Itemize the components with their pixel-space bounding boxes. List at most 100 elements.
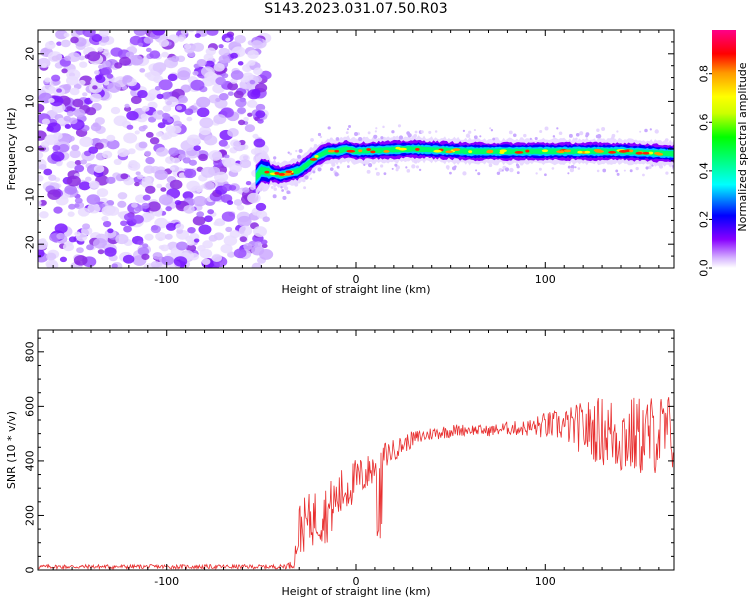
noise-blob bbox=[69, 149, 81, 159]
ridge-peak bbox=[499, 149, 507, 153]
noise-blob bbox=[141, 105, 150, 112]
noise-blob bbox=[123, 106, 132, 112]
ridge-speck bbox=[654, 129, 659, 134]
noise-blob bbox=[117, 148, 129, 158]
ridge-speck bbox=[501, 169, 504, 172]
ridge-speck bbox=[585, 134, 589, 138]
snr-xtick-label: 100 bbox=[535, 575, 556, 588]
noise-blob bbox=[144, 72, 152, 78]
noise-blob bbox=[149, 137, 160, 145]
noise-blob bbox=[167, 73, 178, 82]
noise-blob bbox=[150, 261, 161, 268]
noise-blob bbox=[96, 188, 109, 197]
ridge-speck bbox=[596, 169, 600, 173]
noise-blob bbox=[219, 220, 226, 226]
noise-blob bbox=[218, 44, 224, 49]
ridge-speck bbox=[282, 195, 287, 200]
ridge-peak bbox=[274, 171, 280, 175]
ridge-peak bbox=[648, 151, 654, 155]
noise-blob bbox=[255, 202, 267, 211]
noise-blob bbox=[253, 67, 263, 75]
ridge-speck bbox=[579, 131, 584, 136]
noise-blob bbox=[51, 74, 61, 82]
noise-blob bbox=[106, 139, 120, 150]
noise-blob bbox=[182, 191, 194, 200]
ridge-speck bbox=[428, 130, 432, 134]
noise-blob bbox=[44, 77, 51, 83]
noise-blob bbox=[125, 51, 134, 58]
noise-blob bbox=[56, 88, 62, 93]
snr-plot-area bbox=[38, 397, 674, 570]
noise-blob bbox=[189, 253, 200, 261]
noise-blob bbox=[224, 154, 230, 159]
ridge-speck bbox=[380, 164, 384, 168]
spec-ytick-label: -10 bbox=[24, 188, 37, 206]
noise-blob bbox=[41, 118, 51, 125]
ridge-speck bbox=[523, 133, 527, 138]
noise-blob bbox=[145, 156, 155, 165]
ridge-speck bbox=[645, 166, 649, 170]
ridge-speck bbox=[304, 175, 309, 180]
ridge-speck bbox=[451, 166, 457, 171]
ridge-peak bbox=[314, 154, 319, 158]
noise-blob bbox=[115, 233, 129, 245]
ridge-speck bbox=[336, 165, 340, 169]
ridge-speck bbox=[569, 167, 575, 173]
noise-blob bbox=[220, 107, 234, 118]
noise-blob bbox=[66, 110, 75, 117]
ridge-speck bbox=[375, 171, 380, 176]
ridge-speck bbox=[383, 172, 387, 176]
ridge-speck bbox=[373, 134, 378, 139]
ridge-speck bbox=[623, 169, 626, 172]
ridge-speck bbox=[479, 135, 482, 138]
noise-blob bbox=[157, 122, 166, 129]
noise-blob bbox=[156, 131, 163, 137]
noise-blob bbox=[206, 30, 219, 36]
noise-blob bbox=[177, 36, 185, 42]
noise-blob bbox=[168, 147, 180, 156]
noise-blob bbox=[48, 98, 55, 103]
ridge-peak bbox=[593, 149, 602, 152]
ridge-speck bbox=[529, 137, 532, 141]
noise-blob bbox=[117, 200, 127, 208]
ridge-speck bbox=[394, 163, 398, 167]
noise-blob bbox=[87, 203, 101, 214]
noise-blob bbox=[229, 230, 241, 239]
snr-ytick-label: 400 bbox=[24, 450, 37, 471]
ridge-peak bbox=[563, 149, 572, 153]
noise-blob bbox=[158, 39, 170, 47]
snr-ytick-label: 200 bbox=[24, 505, 37, 526]
noise-blob bbox=[164, 233, 173, 240]
noise-blob bbox=[86, 244, 94, 251]
noise-blob bbox=[247, 112, 253, 117]
noise-blob bbox=[82, 92, 88, 97]
noise-blob bbox=[227, 251, 236, 258]
ridge-speck bbox=[671, 164, 674, 168]
ridge-speck bbox=[504, 167, 510, 172]
noise-blob bbox=[95, 75, 106, 84]
noise-blob bbox=[122, 254, 135, 264]
noise-blob bbox=[128, 159, 138, 168]
ridge-peak bbox=[327, 149, 336, 153]
ridge-speck bbox=[615, 169, 619, 173]
noise-blob bbox=[93, 164, 105, 174]
noise-blob bbox=[221, 211, 236, 222]
noise-blob bbox=[126, 110, 139, 121]
noise-blob bbox=[111, 263, 118, 268]
noise-blob bbox=[169, 179, 183, 190]
noise-blob bbox=[71, 144, 80, 151]
noise-blob bbox=[247, 50, 259, 59]
noise-blob bbox=[244, 124, 256, 133]
noise-blob bbox=[117, 192, 128, 200]
noise-blob bbox=[107, 228, 114, 234]
noise-blob bbox=[97, 47, 104, 52]
ridge-speck bbox=[475, 169, 478, 172]
noise-blob bbox=[46, 125, 54, 132]
ridge-speck bbox=[348, 125, 352, 129]
noise-blob bbox=[163, 132, 173, 140]
noise-blob bbox=[132, 214, 144, 224]
noise-blob bbox=[56, 161, 63, 167]
noise-blob bbox=[92, 238, 107, 249]
noise-blob bbox=[85, 107, 97, 116]
noise-blob bbox=[177, 70, 191, 81]
